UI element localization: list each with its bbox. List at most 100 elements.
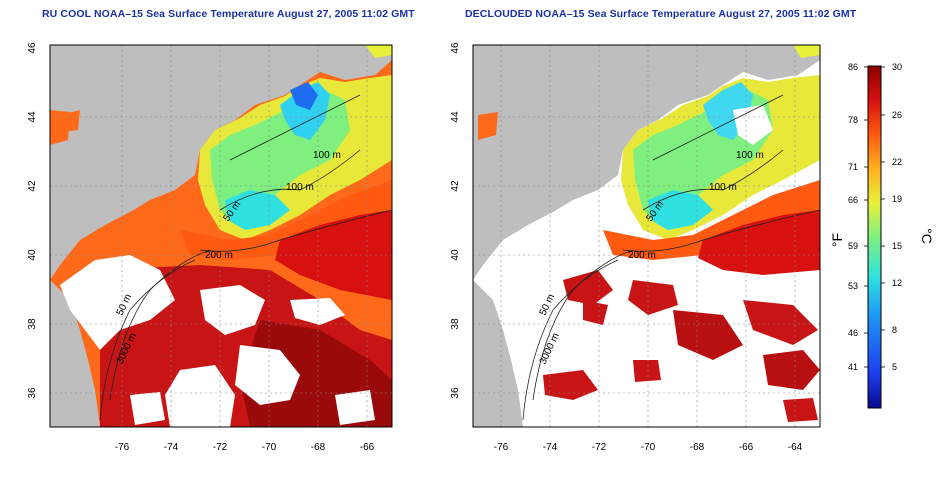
y-tick-label: 36 <box>450 387 461 399</box>
x-tick-label: -72 <box>592 442 607 453</box>
fahrenheit-tick: 86 <box>848 62 858 72</box>
colorbar-gradient <box>867 65 882 409</box>
graticule <box>473 45 820 427</box>
y-tick-label: 42 <box>27 180 38 192</box>
warm-patch <box>50 110 70 145</box>
gulf-stream <box>698 210 820 275</box>
y-tick-label: 38 <box>27 318 38 330</box>
x-tick-label: -74 <box>543 442 558 453</box>
y-axis-ticks: 46 44 42 40 38 36 <box>27 42 38 399</box>
contour-line <box>652 94 784 161</box>
gulf-of-maine-cold <box>280 82 330 140</box>
x-tick-label: -76 <box>494 442 509 453</box>
contour-line <box>219 149 361 211</box>
y-tick-label: 42 <box>450 180 461 192</box>
cloud-patch <box>200 285 265 335</box>
contour-line <box>642 149 784 211</box>
fahrenheit-tick: 66 <box>848 195 858 205</box>
warm-patch <box>563 270 613 305</box>
warm-patch <box>783 398 818 422</box>
fahrenheit-tick: 78 <box>848 115 858 125</box>
contour-line <box>622 209 820 252</box>
y-axis-ticks: 46 44 42 40 38 36 <box>450 42 461 399</box>
right-map-panel: 100 m 100 m 50 m 200 m 50 m 3000 m -76 -… <box>423 0 843 475</box>
celsius-tick: 30 <box>892 62 902 72</box>
contour-label: 100 m <box>709 182 737 193</box>
colorbar-ticks <box>864 66 885 368</box>
warm-patch <box>478 112 498 140</box>
x-tick-label: -68 <box>690 442 705 453</box>
cloud-patch <box>290 298 345 325</box>
contour-line <box>199 209 392 252</box>
left-map-svg: 100 m 100 m 50 m 200 m 50 m 3000 m -76 -… <box>27 42 393 453</box>
cloud-patch <box>335 390 375 425</box>
gulf-stream <box>275 210 392 300</box>
left-sst-field <box>50 45 392 427</box>
x-tick-label: -64 <box>788 442 803 453</box>
contour-line <box>229 94 361 161</box>
georges-bank <box>225 190 290 230</box>
celsius-tick: 19 <box>892 194 902 204</box>
celsius-tick: 22 <box>892 157 902 167</box>
x-tick-label: -66 <box>360 442 375 453</box>
fahrenheit-tick: 59 <box>848 241 858 251</box>
warm-patch <box>633 360 661 382</box>
x-tick-label: -76 <box>115 442 130 453</box>
y-tick-label: 38 <box>450 318 461 330</box>
x-tick-label: -74 <box>164 442 179 453</box>
land-coast <box>50 280 100 427</box>
celsius-tick: 26 <box>892 110 902 120</box>
contour-line <box>99 259 196 421</box>
y-tick-label: 40 <box>27 249 38 261</box>
right-sst-field <box>473 45 820 427</box>
map-frame <box>472 44 821 428</box>
colorbar-svg: 86 78 71 66 59 53 46 41 30 26 22 19 15 1… <box>829 62 935 409</box>
y-tick-label: 46 <box>27 42 38 54</box>
contour-line <box>532 249 634 401</box>
left-map-title: RU COOL NOAA–15 Sea Surface Temperature … <box>42 8 415 20</box>
contour-label: 100 m <box>736 150 764 161</box>
x-axis-ticks: -76 -74 -72 -70 -68 -66 -64 <box>494 442 803 453</box>
fahrenheit-tick: 46 <box>848 328 858 338</box>
gulf-of-maine-coldest <box>290 82 318 110</box>
warm-patch <box>543 370 598 400</box>
left-map-panel: 100 m 100 m 50 m 200 m 50 m 3000 m -76 -… <box>0 0 420 475</box>
y-tick-label: 36 <box>27 387 38 399</box>
x-tick-label: -72 <box>213 442 228 453</box>
contour-label: 200 m <box>205 250 233 261</box>
fahrenheit-tick: 53 <box>848 281 858 291</box>
x-tick-label: -70 <box>641 442 656 453</box>
x-tick-label: -66 <box>739 442 754 453</box>
y-tick-label: 46 <box>450 42 461 54</box>
contour-label: 100 m <box>313 150 341 161</box>
contour-label: 100 m <box>286 182 314 193</box>
cloud-patch <box>165 365 235 427</box>
celsius-tick: 5 <box>892 362 897 372</box>
bay-fundy <box>365 45 392 58</box>
contour-label: 200 m <box>628 250 656 261</box>
warm-patch <box>628 280 678 315</box>
right-map-svg: 100 m 100 m 50 m 200 m 50 m 3000 m -76 -… <box>450 42 821 453</box>
graticule <box>50 45 392 427</box>
y-tick-label: 44 <box>450 111 461 123</box>
warm-patch <box>763 350 820 390</box>
contour-line <box>522 259 619 421</box>
land-north <box>50 45 392 280</box>
fahrenheit-tick: 41 <box>848 362 858 372</box>
bay-fundy <box>793 45 820 58</box>
x-tick-label: -68 <box>311 442 326 453</box>
celsius-unit-label: °C <box>919 228 935 244</box>
cloud-patch <box>130 392 165 425</box>
land-north <box>473 45 820 280</box>
land-coast <box>473 280 523 427</box>
fahrenheit-tick: 71 <box>848 162 858 172</box>
y-tick-label: 40 <box>450 249 461 261</box>
warm-patch <box>583 300 608 325</box>
map-frame <box>49 44 393 428</box>
contour-line <box>109 249 211 401</box>
x-axis-ticks: -76 -74 -72 -70 -68 -66 <box>115 442 375 453</box>
celsius-tick: 12 <box>892 278 902 288</box>
warm-patch <box>673 310 743 360</box>
x-tick-label: -70 <box>262 442 277 453</box>
cloud-patch <box>60 255 175 350</box>
